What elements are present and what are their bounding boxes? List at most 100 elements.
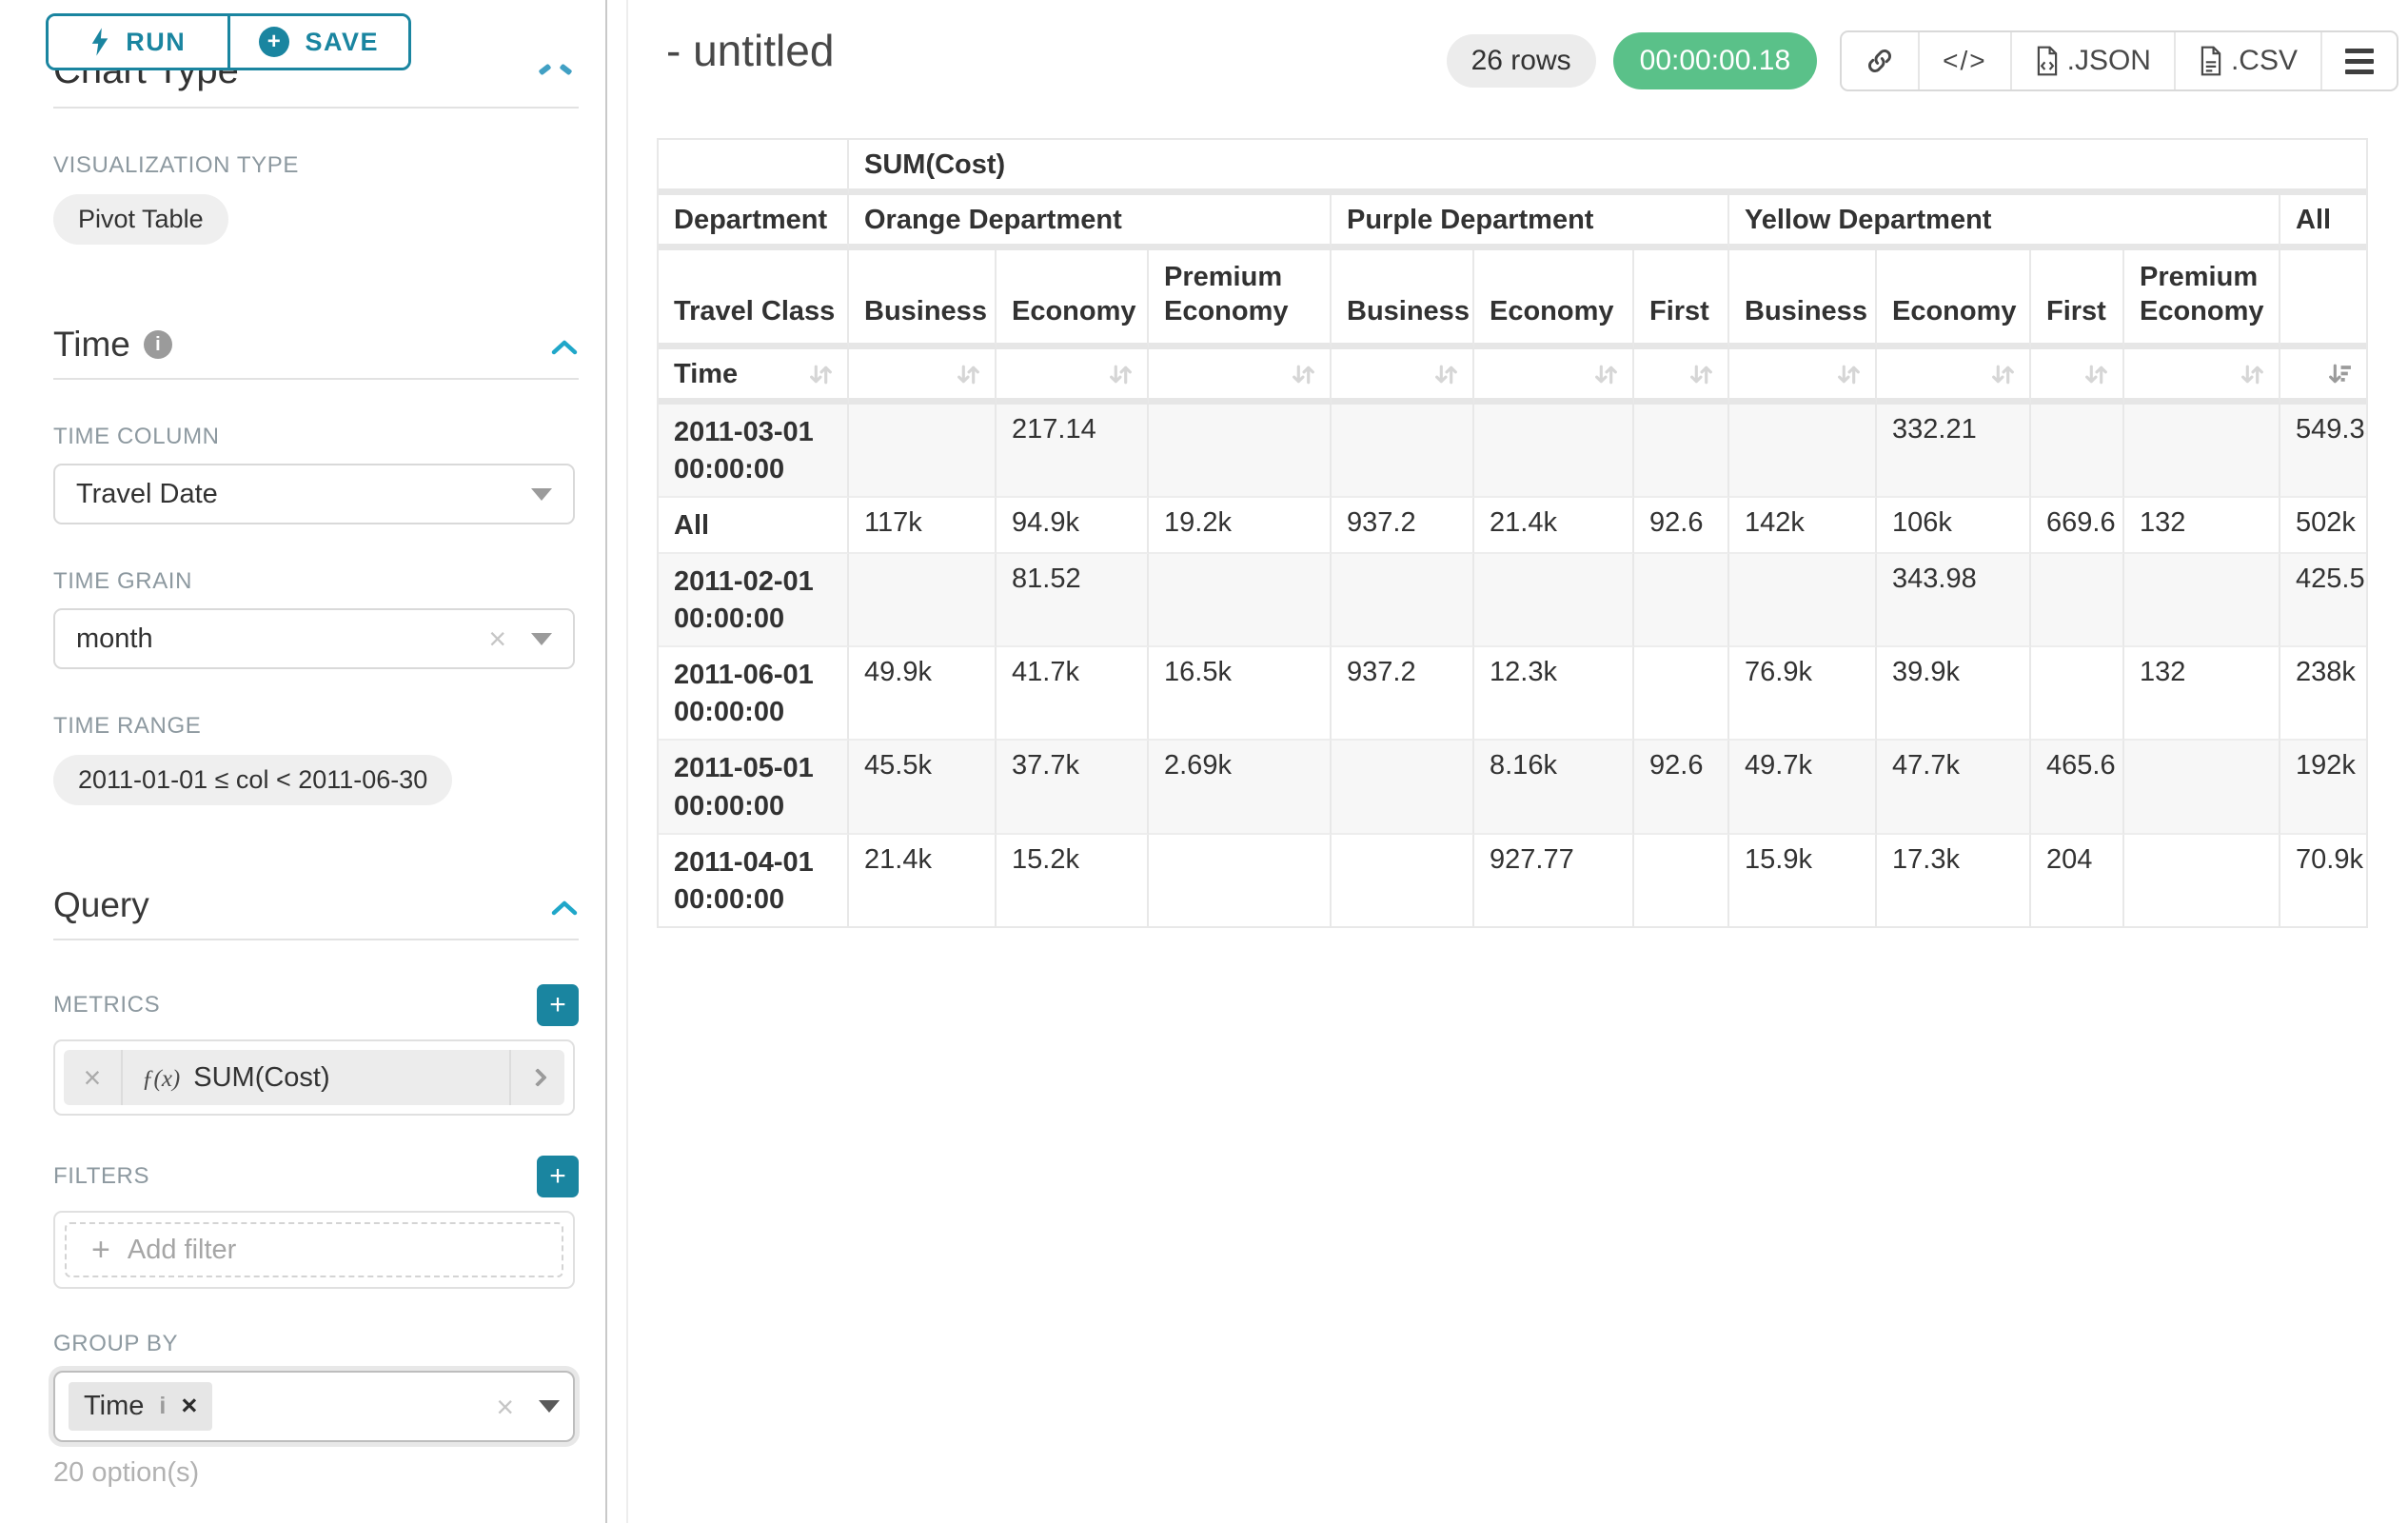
remove-metric-icon[interactable]: × <box>64 1050 123 1105</box>
pivot-cell: 39.9k <box>1877 647 2031 742</box>
pivot-row-header: 2011-02-01 00:00:00 <box>659 553 849 648</box>
clear-icon[interactable]: × <box>496 1389 514 1424</box>
pivot-sort-cell[interactable] <box>1149 348 1332 405</box>
filters-label: FILTERS <box>53 1163 150 1189</box>
pivot-cell: 21.4k <box>1474 497 1634 554</box>
metric-pill[interactable]: × ƒ(x) SUM(Cost) <box>64 1050 564 1105</box>
plus-circle-icon: + <box>259 27 290 57</box>
pivot-col-header: Economy <box>1474 250 1634 349</box>
sort-icon[interactable] <box>1990 362 2016 387</box>
visualization-type-label: VISUALIZATION TYPE <box>53 152 299 178</box>
add-filter-label: Add filter <box>127 1234 237 1265</box>
control-panel-scroll-area[interactable]: Chart Type VISUALIZATION TYPE Pivot Tabl… <box>0 69 605 1523</box>
divider <box>53 939 579 940</box>
sort-icon[interactable] <box>1836 362 1862 387</box>
save-button[interactable]: + SAVE <box>229 16 408 68</box>
metric-label[interactable]: ƒ(x) SUM(Cost) <box>123 1062 509 1094</box>
pivot-row-header: 2011-05-01 00:00:00 <box>659 741 849 835</box>
pivot-sort-cell[interactable] <box>849 348 997 405</box>
caret-down-icon[interactable] <box>531 632 552 645</box>
add-filter-plus-button[interactable]: + <box>537 1156 579 1197</box>
pivot-cell: 502k <box>2280 497 2367 554</box>
pivot-cell <box>1332 404 1474 498</box>
caret-down-icon[interactable] <box>531 487 552 501</box>
export-csv-button[interactable]: .CSV <box>2173 32 2320 89</box>
pivot-cell <box>2124 834 2280 927</box>
plus-icon: + <box>91 1232 110 1268</box>
pivot-cell <box>849 553 997 648</box>
run-button[interactable]: RUN <box>49 16 230 68</box>
pivot-col-header: First <box>1634 250 1729 349</box>
sort-icon[interactable] <box>1593 362 1619 387</box>
info-icon[interactable]: i <box>159 1393 167 1419</box>
pivot-cell: 106k <box>1877 497 2031 554</box>
sort-icon[interactable] <box>1688 362 1714 387</box>
clear-icon[interactable]: × <box>488 622 506 656</box>
pivot-cell <box>1474 404 1634 498</box>
remove-tag-icon[interactable]: × <box>181 1391 198 1421</box>
pivot-cell: 12.3k <box>1474 647 1634 742</box>
group-by-tag[interactable]: Time i × <box>69 1382 213 1431</box>
pivot-cell: 47.7k <box>1877 741 2031 835</box>
time-range-label: TIME RANGE <box>53 713 202 739</box>
caret-down-icon[interactable] <box>539 1400 560 1413</box>
more-options-button[interactable] <box>2320 32 2397 89</box>
pivot-sort-cell[interactable] <box>2124 348 2280 405</box>
sort-descending-icon[interactable] <box>2327 362 2353 387</box>
visualization-type-pill[interactable]: Pivot Table <box>53 194 228 245</box>
time-section-title: Time <box>53 325 130 364</box>
time-grain-value: month <box>76 623 153 654</box>
time-grain-select[interactable]: month × <box>53 608 575 669</box>
add-metric-button[interactable]: + <box>537 984 579 1026</box>
pivot-sort-cell[interactable]: Time <box>659 348 849 405</box>
pivot-sort-cell[interactable] <box>997 348 1149 405</box>
sort-icon[interactable] <box>1108 362 1134 387</box>
group-by-select[interactable]: Time i × × <box>53 1371 575 1442</box>
pivot-cell <box>1729 404 1877 498</box>
expand-metric-button[interactable] <box>509 1050 564 1105</box>
export-json-button[interactable]: .JSON <box>2009 32 2174 89</box>
chevron-up-icon[interactable] <box>550 885 579 925</box>
pivot-sort-cell[interactable] <box>1634 348 1729 405</box>
pivot-cell: 15.2k <box>997 834 1149 927</box>
pivot-cell: 217.14 <box>997 404 1149 498</box>
pivot-sort-cell[interactable] <box>1877 348 2031 405</box>
pivot-sort-cell[interactable] <box>1729 348 1877 405</box>
divider <box>53 378 579 380</box>
pivot-group-header: Orange Department <box>849 195 1332 250</box>
sort-icon[interactable] <box>808 362 834 387</box>
code-icon: </> <box>1943 46 1987 75</box>
add-filter-button[interactable]: + Add filter <box>65 1222 563 1277</box>
pivot-cell <box>2031 553 2124 648</box>
pivot-corner-cell <box>659 140 849 195</box>
sort-icon[interactable] <box>2083 362 2109 387</box>
group-by-tag-label: Time <box>84 1391 145 1421</box>
pivot-sort-cell[interactable] <box>1474 348 1634 405</box>
pivot-cell: 204 <box>2031 834 2124 927</box>
sort-icon[interactable] <box>2240 362 2265 387</box>
sort-icon[interactable] <box>1433 362 1459 387</box>
chart-title[interactable]: - untitled <box>666 26 835 75</box>
chevron-up-icon[interactable] <box>550 325 579 365</box>
pivot-cell <box>2124 553 2280 648</box>
pivot-cell <box>1634 647 1729 742</box>
pivot-cell: 425.5 <box>2280 553 2367 648</box>
pivot-sort-cell[interactable] <box>2031 348 2124 405</box>
panel-resize-divider[interactable] <box>605 0 607 1523</box>
pivot-cell: 16.5k <box>1149 647 1332 742</box>
copy-link-button[interactable] <box>1842 32 1918 89</box>
pivot-sort-cell[interactable] <box>1332 348 1474 405</box>
pivot-cell: 332.21 <box>1877 404 2031 498</box>
chart-header-actions: 26 rows 00:00:00.18 </> .JSON .CSV <box>1446 30 2398 91</box>
sort-icon[interactable] <box>1291 362 1316 387</box>
view-query-button[interactable]: </> <box>1918 32 2009 89</box>
pivot-cell: 17.3k <box>1877 834 2031 927</box>
pivot-cell <box>1149 553 1332 648</box>
metrics-label: METRICS <box>53 992 161 1018</box>
time-column-select[interactable]: Travel Date <box>53 464 575 524</box>
time-section-header: Time i <box>53 325 579 365</box>
sort-icon[interactable] <box>956 362 981 387</box>
pivot-cell <box>1634 404 1729 498</box>
pivot-sort-cell[interactable] <box>2280 348 2367 405</box>
time-range-pill[interactable]: 2011-01-01 ≤ col < 2011-06-30 <box>53 755 453 805</box>
